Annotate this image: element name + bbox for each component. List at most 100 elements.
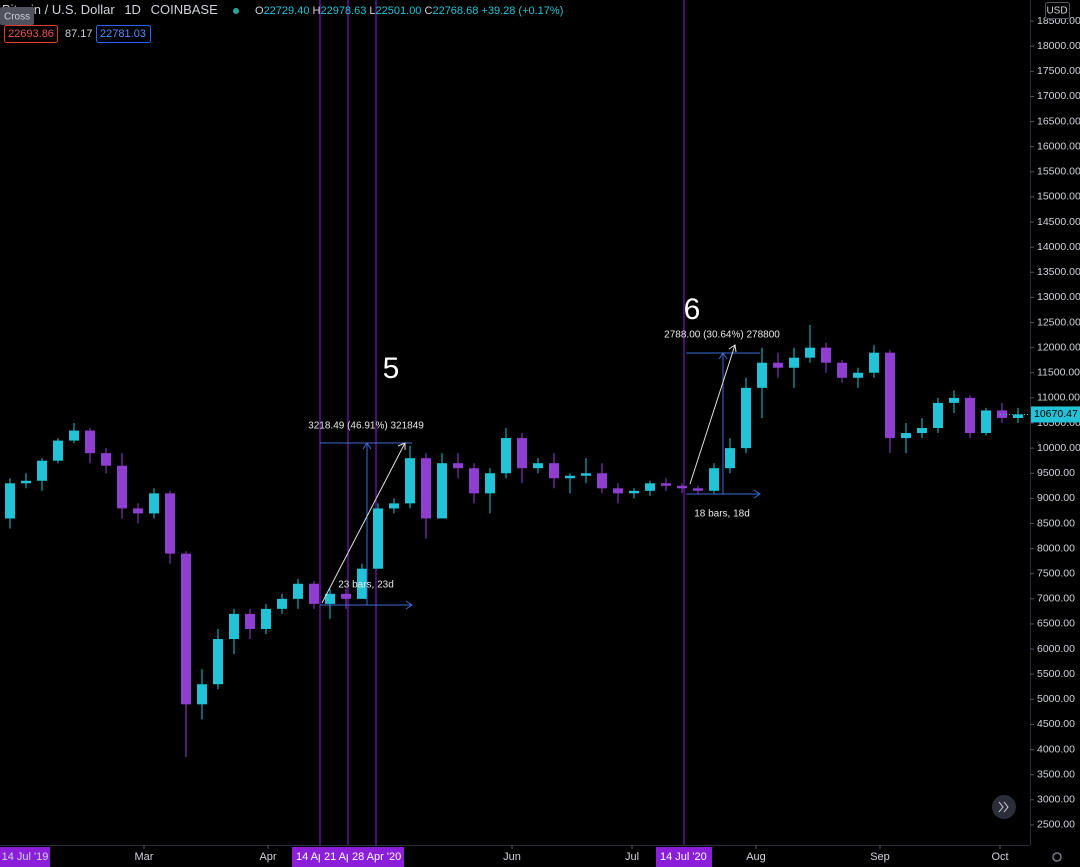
indicator-mid: 87.17 [65,28,93,40]
y-tick-label: 4500.00 [1037,718,1075,730]
ohlc-value: 22729.40 [264,5,310,17]
tooltip: Cross [4,12,30,23]
candle-body [229,613,239,640]
marker-label-box [348,847,404,867]
indicator-low: 22693.86 [8,28,54,40]
y-tick-label: 8500.00 [1037,517,1075,529]
settings-button[interactable] [1052,852,1062,862]
candle-body [581,473,591,476]
candle-body [613,488,623,494]
indicator-high: 22781.03 [100,28,146,40]
candle-body [741,387,751,449]
ohlc-legend: O22729.40 H22978.63 L22501.00 C22768.68 … [255,5,563,17]
y-tick-label: 13500.00 [1037,266,1080,278]
candle-body [453,463,463,469]
price-axis-panel [1030,0,1080,867]
date-markers [319,0,685,845]
x-tick-label: Aug [746,851,766,863]
candle-body [949,397,959,403]
candle-body [501,438,511,474]
y-tick-label: 9000.00 [1037,492,1075,504]
candle-body [517,438,527,469]
y-tick-label: 11500.00 [1037,367,1080,379]
y-tick-label: 9500.00 [1037,467,1075,479]
ohlc-value: 22768.68 [432,5,478,17]
candle-body [565,475,575,479]
y-tick-label: 12500.00 [1037,316,1080,328]
y-tick-label: 3000.00 [1037,794,1075,806]
change: +39.28 (+0.17%) [481,5,563,17]
arrow-head [728,344,737,353]
candle-body [133,508,143,514]
arrow-head [362,442,372,450]
status-dot [233,8,239,14]
currency-box [1045,2,1070,19]
candle-body [837,362,847,378]
candle-body [885,352,895,439]
scroll-button[interactable] [992,795,1016,819]
ohlc-key: L [369,5,375,17]
crosshair-date: 14 Jul '19 [2,851,49,863]
y-tick-label: 14500.00 [1037,216,1080,228]
y-tick-label: 2500.00 [1037,819,1075,831]
ohlc-key: C [425,5,433,17]
candle-body [693,488,703,491]
candle-body [373,508,383,569]
y-tick-label: 16000.00 [1037,140,1080,152]
y-tick-label: 13000.00 [1037,291,1080,303]
y-tick-label: 5500.00 [1037,668,1075,680]
last-price-box [1031,406,1080,423]
candle-body [325,593,335,604]
y-tick-label: 18000.00 [1037,40,1080,52]
x-tick-label: Jun [503,851,521,863]
interval: 1D [124,2,141,17]
candle-body [821,347,831,363]
y-tick-label: 12000.00 [1037,341,1080,353]
candle-body [197,684,207,705]
candle-body [757,362,767,388]
wave-label: 6 [684,293,701,326]
ohlc-value: 22978.63 [320,5,366,17]
arrow-head [397,442,406,450]
x-tick-label: Sep [870,851,890,863]
crosshair-date-box [0,847,50,867]
icon [1003,801,1009,813]
y-tick-label: 3500.00 [1037,768,1075,780]
candle-body [1013,414,1023,418]
measure-6 [686,352,761,499]
candle-body [165,493,175,554]
candle-body [341,593,351,599]
candle-body [773,362,783,368]
candle-body [117,465,127,509]
candle-body [245,613,255,629]
arrow-head [718,352,728,360]
candle-body [933,402,943,429]
candle-body [709,468,719,491]
candle-body [21,480,31,484]
measure-label: 2788.00 (30.64%) 278800 [664,330,780,341]
candle-body [597,473,607,489]
currency: USD [1046,6,1067,17]
measure-label: 3218.49 (46.91%) 321849 [308,421,424,432]
candle-body [533,463,543,469]
candle-body [805,347,815,358]
candle-body [85,430,95,454]
marker-label-box [656,847,712,867]
y-tick-label: 7000.00 [1037,593,1075,605]
x-tick-label: Mar [135,851,154,863]
y-tick-label: 10000.00 [1037,442,1080,454]
candle-body [725,448,735,469]
candle-body [101,453,111,466]
y-tick-label: 6500.00 [1037,618,1075,630]
price-axis: 2500.00 3000.00 3500.00 4000.00 4500.00 5000.… [1000,15,1080,831]
candle-body [485,473,495,494]
y-tick-label: 8000.00 [1037,542,1075,554]
y-tick-label: 11000.00 [1037,392,1080,404]
candles [5,325,1023,758]
symbol-line: Bitcoin / U.S. Dollar 1D COINBASE [2,2,218,17]
candle-body [917,428,927,434]
candle-body [181,553,191,705]
x-tick-label: Apr [259,851,276,863]
candle-body [981,410,991,434]
